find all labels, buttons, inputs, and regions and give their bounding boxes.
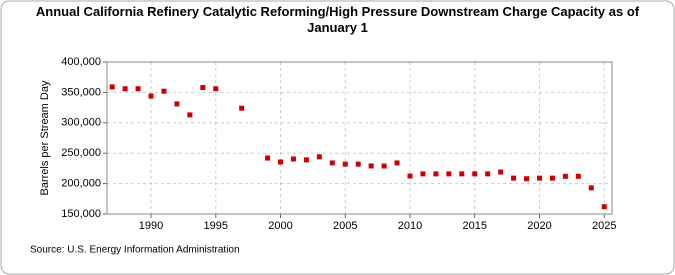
point (536, 175, 542, 181)
x-tick-label: 1995 (204, 220, 228, 232)
point (109, 84, 115, 90)
x-tick-label: 2005 (333, 220, 357, 232)
y-tick-label: 250,000 (61, 147, 101, 159)
source: Source: U.S. Energy Information Administ… (30, 245, 240, 256)
point (329, 160, 335, 166)
point (433, 171, 439, 177)
point (472, 171, 478, 177)
point (161, 88, 167, 94)
x-tick-label: 2020 (527, 220, 551, 232)
plot-area (106, 61, 613, 215)
y-tick-label: 300,000 (61, 117, 101, 129)
point (446, 171, 452, 177)
point (174, 101, 180, 107)
x-tick-label: 2000 (268, 220, 292, 232)
point (524, 176, 530, 182)
point (485, 171, 491, 177)
point (316, 154, 322, 160)
point (381, 163, 387, 169)
point (511, 175, 517, 181)
point (342, 161, 348, 167)
point (575, 173, 581, 179)
point (303, 157, 309, 163)
point (187, 112, 193, 118)
point (200, 85, 206, 91)
point (368, 163, 374, 169)
point (498, 169, 504, 175)
y-tick-label: 400,000 (61, 56, 101, 68)
point (213, 86, 219, 92)
x-tick-label: 1990 (139, 220, 163, 232)
point (588, 185, 594, 191)
y-tick-label: 350,000 (61, 86, 101, 98)
y-tick-label: 200,000 (61, 178, 101, 190)
point (278, 159, 284, 165)
point (407, 173, 413, 179)
x-tick-label: 2025 (592, 220, 616, 232)
point (290, 156, 296, 162)
x-tick-label: 2015 (463, 220, 487, 232)
point (562, 173, 568, 179)
y-tick-label: 150,000 (61, 208, 101, 220)
point (122, 86, 128, 92)
point (601, 204, 607, 210)
point (135, 86, 141, 92)
point (420, 171, 426, 177)
point (148, 93, 154, 99)
point (239, 105, 245, 111)
chart-title: Annual California Refinery Catalytic Ref… (35, 4, 640, 35)
y-axis-label: Barrels per Stream Day (39, 80, 51, 195)
point (394, 160, 400, 166)
x-tick-label: 2010 (398, 220, 422, 232)
point (459, 171, 465, 177)
point (265, 155, 271, 161)
point (549, 175, 555, 181)
point (355, 161, 361, 167)
